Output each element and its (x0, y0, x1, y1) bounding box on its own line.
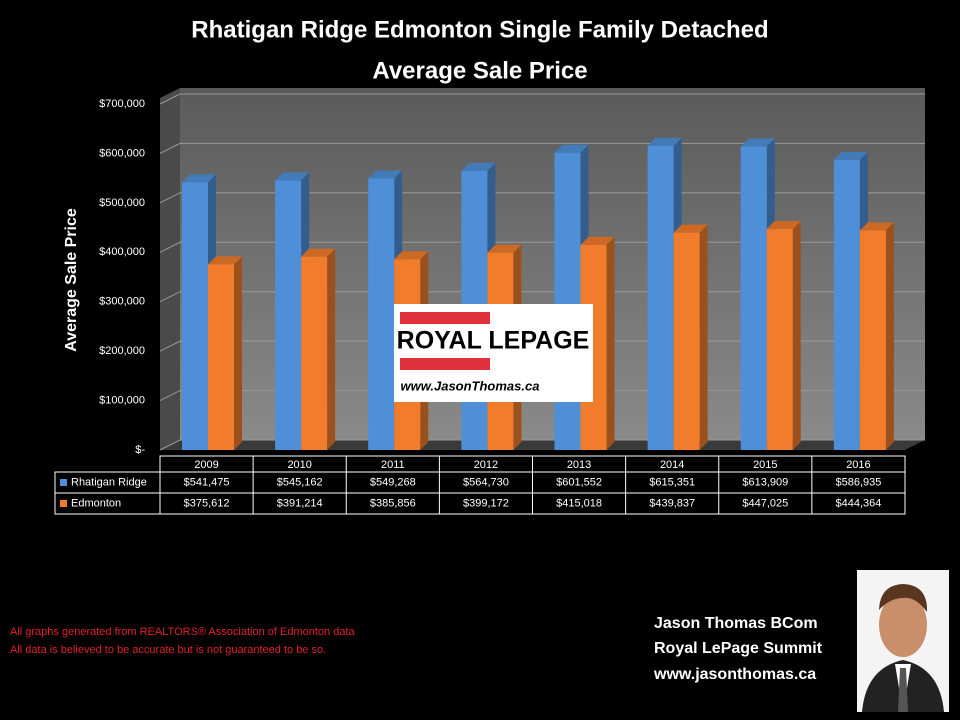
bar (673, 232, 700, 450)
bar-side (885, 222, 894, 450)
legend-swatch (60, 500, 67, 507)
bar-top (766, 221, 801, 230)
legend-label: Edmonton (71, 497, 121, 509)
logo-stripe (400, 312, 490, 324)
portrait (857, 570, 949, 712)
y-axis-label: Average Sale Price (63, 208, 80, 352)
bar-side (234, 256, 242, 450)
logo-stripe (400, 358, 490, 370)
x-tick-label: 2011 (381, 459, 405, 471)
bar-top (275, 172, 310, 181)
x-tick-label: 2012 (474, 459, 498, 471)
data-label: $385,856 (370, 497, 416, 509)
chart-subtitle: Average Sale Price (372, 57, 587, 84)
y-tick-label: $300,000 (99, 296, 145, 308)
x-tick-label: 2014 (660, 459, 684, 471)
y-tick-label: $500,000 (99, 197, 145, 209)
bar-side (699, 224, 708, 450)
bar-top (208, 256, 242, 265)
bar (301, 256, 328, 450)
bar-top (394, 251, 429, 260)
logo-brand: ROYAL LEPAGE (397, 327, 590, 355)
x-tick-label: 2013 (567, 459, 591, 471)
bar-top (859, 222, 894, 231)
bar-top (461, 162, 496, 171)
bar-top (673, 224, 708, 233)
data-label: $564,730 (463, 476, 509, 488)
data-label: $391,214 (277, 497, 323, 509)
data-label: $615,351 (649, 476, 695, 488)
bar (368, 178, 395, 450)
bar-top (368, 170, 403, 179)
logo-url: www.JasonThomas.ca (401, 378, 540, 393)
bar (740, 146, 767, 450)
bar (859, 230, 886, 450)
floor (160, 440, 925, 450)
contact-name: Jason Thomas BCom (654, 615, 818, 632)
footer-note: All data is believed to be accurate but … (10, 644, 326, 656)
data-label: $375,612 (184, 497, 230, 509)
bar-side (327, 248, 336, 450)
bar (833, 159, 860, 450)
bar (766, 229, 793, 450)
data-label: $444,364 (835, 497, 881, 509)
bar-top (301, 248, 336, 257)
bar-top (182, 174, 216, 183)
bar-side (792, 221, 801, 450)
footer-note: All graphs generated from REALTORS® Asso… (10, 626, 355, 638)
bar (208, 264, 234, 450)
bar-top (554, 144, 589, 153)
legend-label: Rhatigan Ridge (71, 476, 147, 488)
y-tick-label: $400,000 (99, 246, 145, 258)
data-label: $601,552 (556, 476, 602, 488)
y-tick-label: $700,000 (99, 98, 145, 110)
bar-top (647, 137, 682, 146)
bar (647, 145, 674, 450)
data-label: $415,018 (556, 497, 602, 509)
bar-top (580, 236, 615, 245)
legend-swatch (60, 479, 67, 486)
back-wall (180, 88, 925, 440)
bar-side (606, 236, 615, 450)
x-tick-label: 2009 (194, 459, 218, 471)
chart-title: Rhatigan Ridge Edmonton Single Family De… (191, 16, 768, 43)
side-wall (160, 88, 180, 450)
bar-top (740, 138, 775, 147)
x-tick-label: 2010 (287, 459, 311, 471)
data-label: $586,935 (835, 476, 881, 488)
bar (275, 180, 302, 450)
y-tick-label: $100,000 (99, 394, 145, 406)
data-label: $541,475 (184, 476, 230, 488)
contact-website: www.jasonthomas.ca (653, 666, 816, 683)
grid-line (159, 93, 925, 105)
x-tick-label: 2016 (846, 459, 870, 471)
data-label: $613,909 (742, 476, 788, 488)
y-tick-label: $200,000 (99, 345, 145, 357)
bar-top (833, 151, 868, 160)
data-label: $447,025 (742, 497, 788, 509)
x-tick-label: 2015 (753, 459, 777, 471)
y-tick-label: $- (135, 444, 145, 456)
data-label: $545,162 (277, 476, 323, 488)
bar (554, 152, 581, 450)
data-label: $549,268 (370, 476, 416, 488)
y-tick-label: $600,000 (99, 147, 145, 159)
bar (182, 182, 208, 451)
data-label: $439,837 (649, 497, 695, 509)
bar-top (487, 244, 522, 253)
data-label: $399,172 (463, 497, 509, 509)
contact-office: Royal LePage Summit (654, 640, 823, 657)
